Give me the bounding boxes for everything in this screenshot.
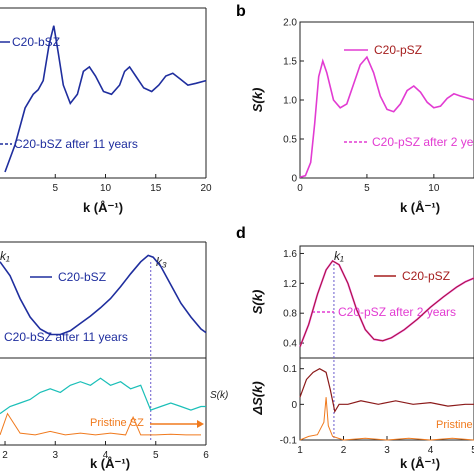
series-line bbox=[4, 25, 207, 173]
tick-label: 3 bbox=[52, 450, 58, 461]
tick-label: 1.2 bbox=[283, 279, 297, 290]
tick-label: 1.6 bbox=[283, 249, 297, 260]
panel-a: 5 10 15 20 k (Å⁻¹) C20-bSZ C20-bSZ after 11… bbox=[0, 7, 212, 215]
tick-label: 5 bbox=[364, 183, 370, 194]
annotation-k3: k₃ bbox=[156, 255, 167, 269]
annotation-pristine: Pristine bbox=[436, 419, 473, 431]
tick-label: 6 bbox=[203, 450, 209, 461]
tick-label: 0 bbox=[297, 183, 303, 194]
tick-label: 3 bbox=[384, 445, 390, 456]
pristine-series-line bbox=[0, 412, 201, 436]
tick-label: 2.0 bbox=[283, 18, 297, 29]
tick-label: 2 bbox=[2, 450, 8, 461]
panel-b-xlabel: k (Å⁻¹) bbox=[400, 200, 440, 215]
tick-label: 4 bbox=[103, 450, 109, 461]
panel-a-legend: C20-bSZ C20-bSZ after 11 years bbox=[0, 35, 138, 151]
panel-c: 2 3 4 5 6 k (Å⁻¹) S(k) k₁ k₃ C20-bSZ C20-bSZ… bbox=[0, 241, 228, 471]
legend-label: C20-bSZ after 11 years bbox=[14, 137, 138, 151]
tick-label: 10 bbox=[100, 183, 112, 194]
annotation-k1: k₁ bbox=[334, 249, 344, 263]
tick-label: 0.1 bbox=[283, 364, 297, 375]
panel-b-y-ticks: 0 0.5 1.0 1.5 2.0 bbox=[283, 18, 304, 185]
tick-label: 1 bbox=[297, 445, 303, 456]
tick-label: 1.5 bbox=[283, 57, 297, 68]
panel-d-ylabel: S(k) bbox=[250, 290, 265, 315]
series-line bbox=[299, 55, 474, 178]
delta-series-line bbox=[0, 377, 206, 415]
tick-label: 0 bbox=[291, 400, 297, 411]
legend-label: C20-bSZ bbox=[12, 35, 60, 49]
panel-d-y-ticks-bottom: -0.1 0 0.1 bbox=[280, 364, 304, 447]
legend-label: C20-bSZ bbox=[58, 270, 106, 284]
legend-label: C20-bSZ after 11 years bbox=[4, 330, 128, 344]
panel-d-ylabel-bottom: ΔS(k) bbox=[250, 381, 265, 415]
panel-d-legend: C20-pSZ C20-pSZ after 2 years bbox=[312, 269, 456, 319]
panel-b-legend: C20-pSZ C20-pSZ after 2 ye bbox=[344, 43, 474, 149]
tick-label: 1.0 bbox=[283, 96, 297, 107]
panel-d-frame-top bbox=[299, 245, 474, 359]
panel-c-legend: C20-bSZ C20-bSZ after 11 years bbox=[4, 270, 128, 344]
panel-c-xlabel: k (Å⁻¹) bbox=[90, 456, 130, 471]
tick-label: 0.5 bbox=[283, 135, 297, 146]
panel-d-label: d bbox=[236, 225, 246, 242]
tick-label: 15 bbox=[150, 183, 162, 194]
pristine-series-line bbox=[299, 397, 474, 441]
tick-label: 5 bbox=[52, 183, 58, 194]
tick-label: 0.4 bbox=[283, 339, 297, 350]
panel-c-right-label: S(k) bbox=[210, 390, 228, 401]
tick-label: 2 bbox=[341, 445, 347, 456]
legend-label: C20-pSZ after 2 ye bbox=[372, 135, 474, 149]
legend-label: C20-pSZ bbox=[402, 269, 450, 283]
tick-label: -0.1 bbox=[280, 436, 298, 447]
panel-c-x-ticks: 2 3 4 5 6 bbox=[2, 441, 209, 461]
panel-a-xlabel: k (Å⁻¹) bbox=[83, 200, 123, 215]
series-line bbox=[0, 254, 207, 336]
tick-label: 10 bbox=[428, 183, 440, 194]
tick-label: 0.8 bbox=[283, 309, 297, 320]
panel-b: b 0 5 10 0 0.5 1.0 1.5 2.0 S(k) k (Å⁻¹) C20-pS… bbox=[236, 3, 474, 215]
panel-d: d 1 2 3 4 5 0.4 0.8 1.2 1.6 -0.1 0 0.1 S(k) ΔS(k)… bbox=[236, 225, 474, 471]
panel-d-y-ticks: 0.4 0.8 1.2 1.6 bbox=[283, 249, 304, 350]
tick-label: 5 bbox=[471, 445, 474, 456]
delta-series-line bbox=[299, 368, 474, 414]
tick-label: 4 bbox=[428, 445, 434, 456]
panel-b-x-ticks: 0 5 10 bbox=[297, 174, 440, 194]
pristine-arrowhead bbox=[197, 420, 204, 428]
panel-b-label: b bbox=[236, 3, 246, 20]
panel-a-x-ticks: 5 10 15 20 bbox=[52, 174, 212, 194]
annotation-pristine-sz: Pristine SZ bbox=[90, 417, 144, 429]
panel-b-ylabel: S(k) bbox=[250, 88, 265, 113]
legend-label: C20-pSZ after 2 years bbox=[338, 305, 456, 319]
tick-label: 5 bbox=[153, 450, 159, 461]
panel-d-xlabel: k (Å⁻¹) bbox=[400, 456, 440, 471]
panel-d-x-ticks: 1 2 3 4 5 bbox=[297, 436, 474, 456]
legend-label: C20-pSZ bbox=[374, 43, 422, 57]
tick-label: 20 bbox=[200, 183, 212, 194]
tick-label: 0 bbox=[291, 174, 297, 185]
series-line-overlay bbox=[299, 260, 474, 347]
annotation-k1-partial: k₁ bbox=[0, 249, 10, 263]
